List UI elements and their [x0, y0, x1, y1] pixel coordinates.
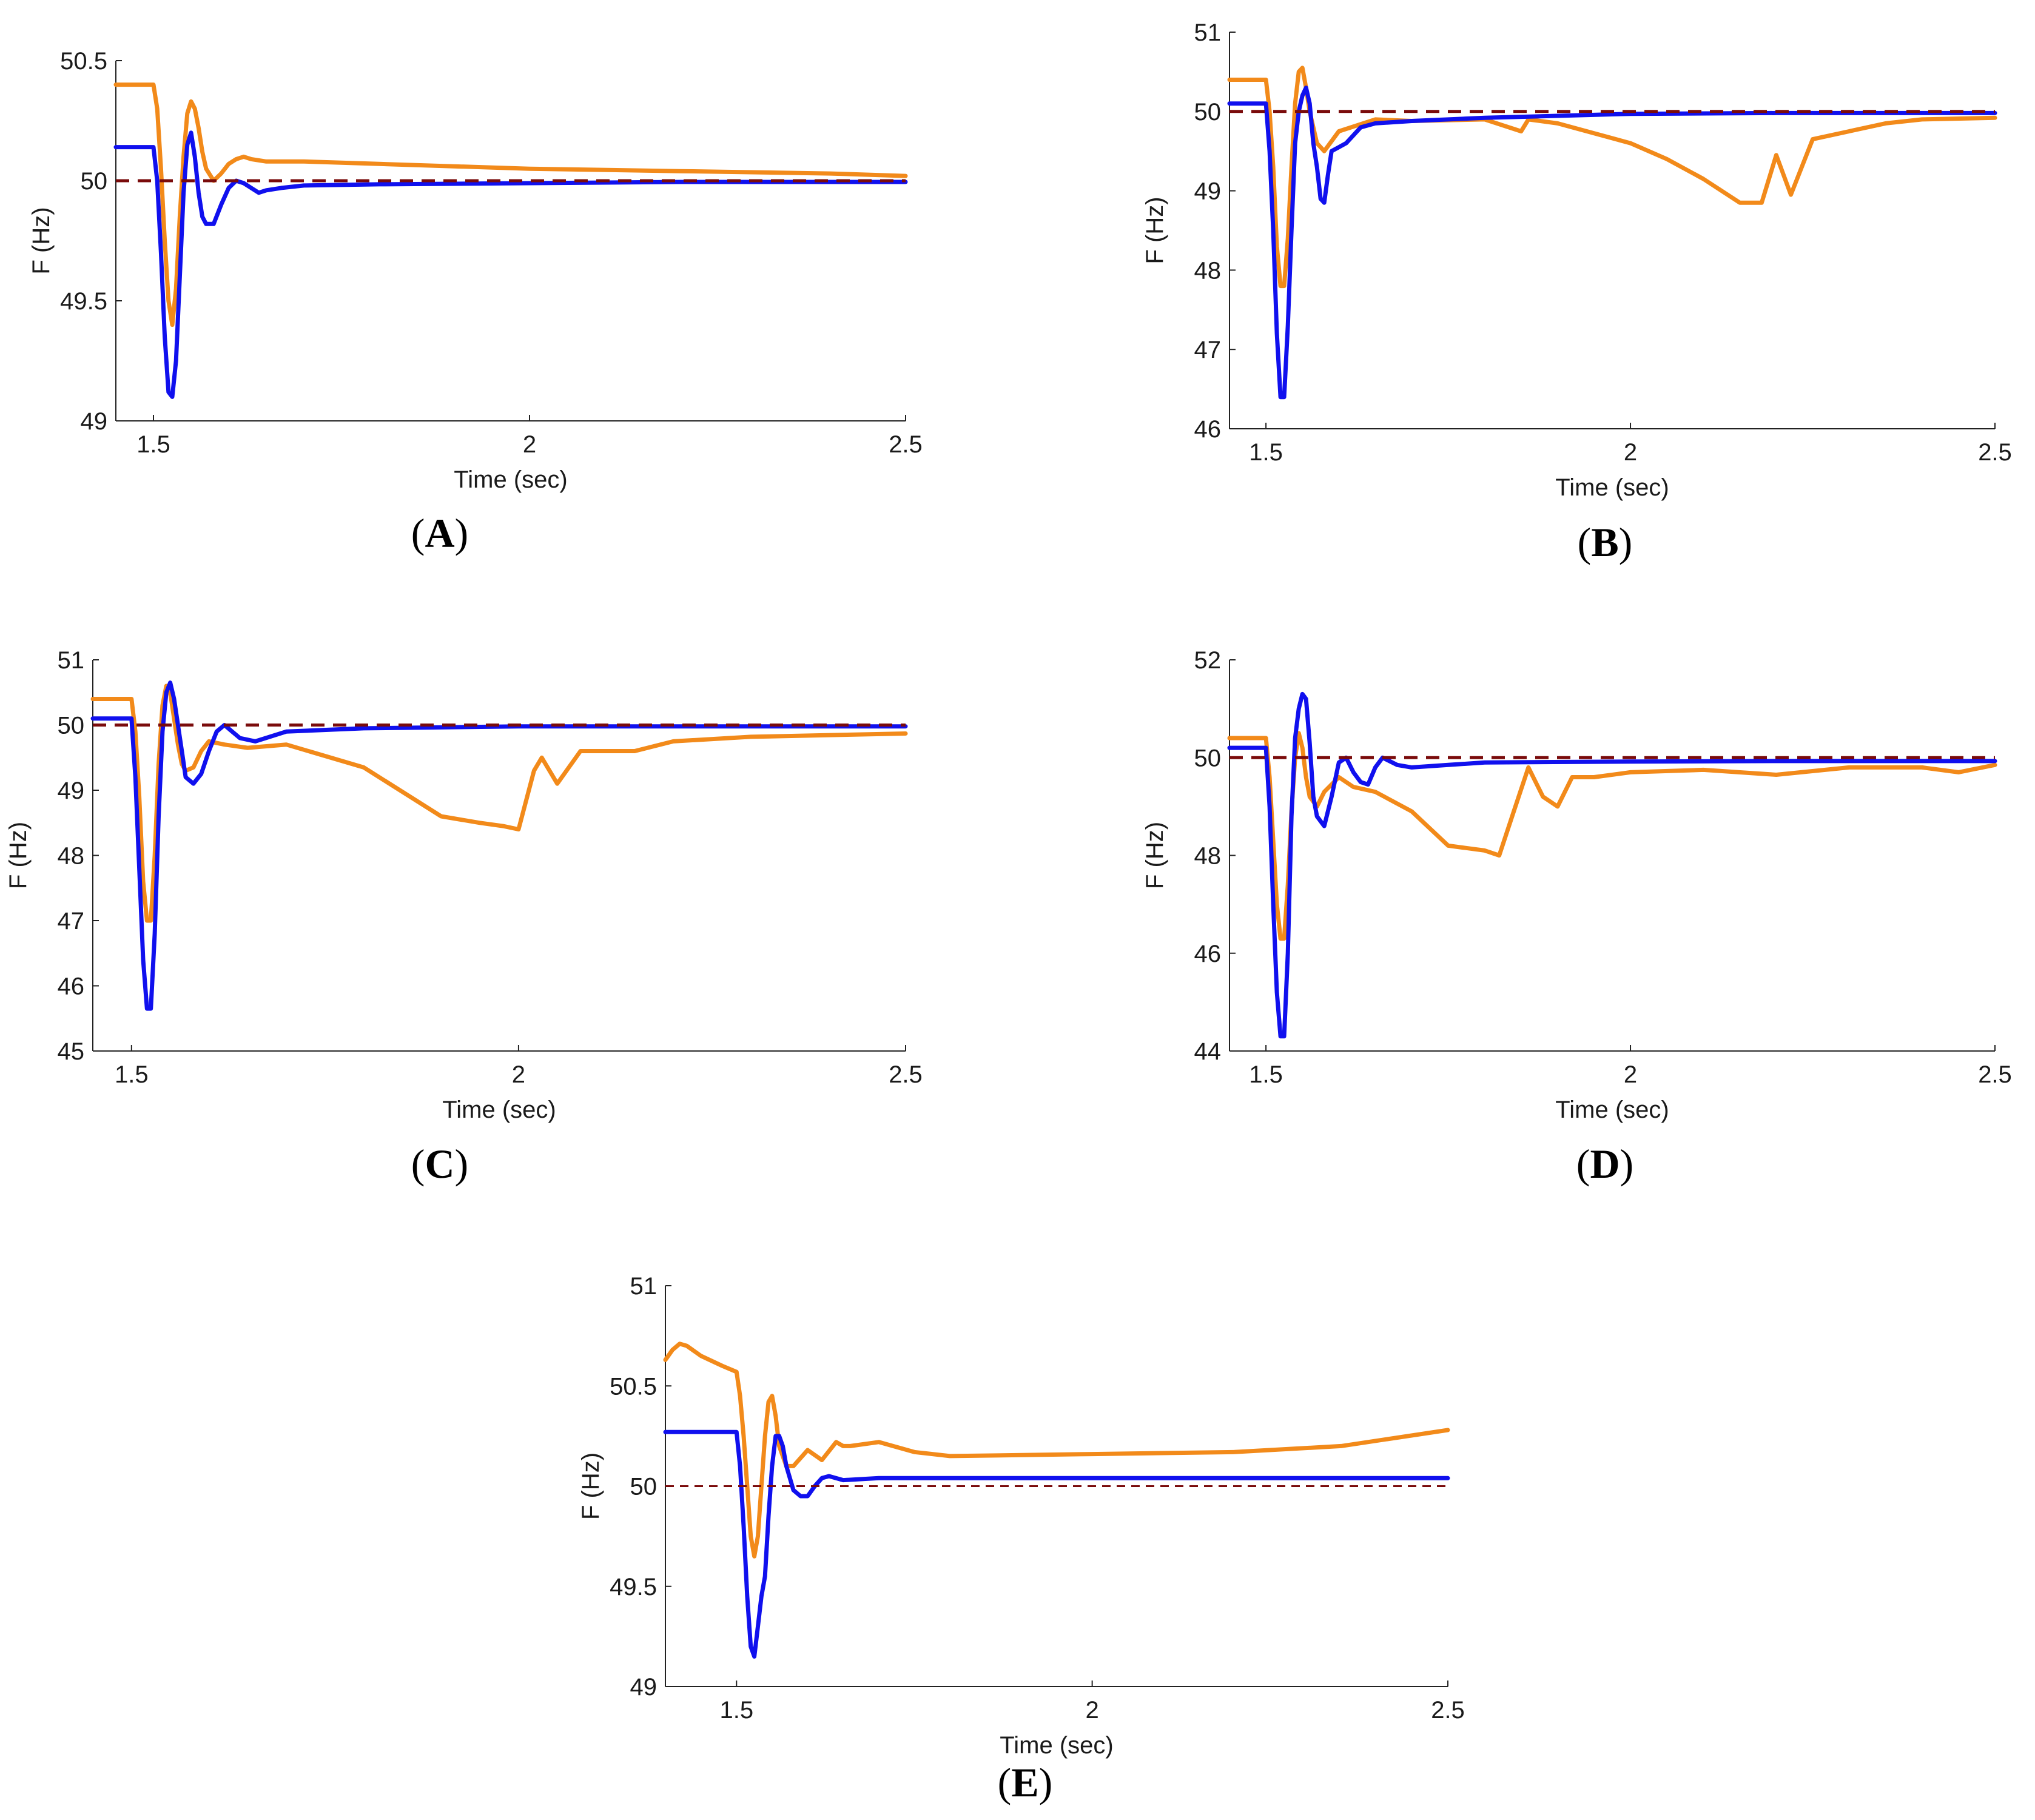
x-axis-label: Time (sec)	[442, 1096, 556, 1123]
series-blue-line	[1227, 86, 1997, 400]
y-axis-label: F (Hz)	[28, 207, 55, 274]
y-tick-label: 47	[1194, 337, 1222, 363]
y-tick-label: 50	[58, 713, 85, 739]
x-tick-label: 2.5	[1431, 1697, 1465, 1724]
series-orange-line	[90, 683, 908, 923]
y-tick-label: 49	[1194, 178, 1222, 205]
x-tick-label: 2.5	[1978, 439, 2012, 466]
y-tick-label: 46	[1194, 416, 1222, 443]
y-tick-label: 52	[1194, 647, 1222, 674]
y-tick-label: 48	[1194, 257, 1222, 284]
panel-label-c: (C)	[411, 1141, 469, 1187]
y-tick-label: 48	[58, 843, 85, 870]
x-tick-label: 2.5	[889, 1061, 923, 1088]
y-tick-label: 44	[1194, 1038, 1222, 1065]
chart-d: 44 46 48 50 52 1.5 2 2.5 Time (sec) F (Hz)	[1142, 647, 2012, 1123]
y-tick-label: 50	[81, 168, 108, 195]
y-tick-label: 46	[1194, 941, 1222, 967]
y-tick-label: 45	[58, 1038, 85, 1065]
panel-d: 44 46 48 50 52 1.5 2 2.5 Time (sec) F (Hz) (D)	[1086, 619, 2035, 1219]
panel-a: 49 49.5 50 50.5 1.5 2 2.5 Time (sec) F (Hz) (A)	[0, 0, 946, 582]
chart-a: 49 49.5 50 50.5 1.5 2 2.5 Time (sec) F (Hz)	[28, 48, 923, 493]
series-orange-line	[663, 1341, 1450, 1559]
x-axis-label: Time (sec)	[454, 466, 567, 493]
y-tick-label: 49	[58, 777, 85, 804]
panel-label-d: (D)	[1576, 1141, 1634, 1187]
x-tick-label: 2	[1624, 439, 1637, 466]
chart-b: 46 47 48 49 50 51 1.5 2 2.5 Time (sec) F (Hz)	[1142, 19, 2012, 501]
series-blue-line	[90, 680, 908, 1011]
panel-label-b: (B)	[1577, 519, 1633, 565]
x-tick-label: 1.5	[136, 431, 170, 458]
x-tick-label: 2	[1624, 1061, 1637, 1088]
series-orange-line	[113, 82, 908, 327]
y-tick-label: 47	[58, 908, 85, 935]
x-tick-label: 1.5	[115, 1061, 149, 1088]
y-tick-label: 50.5	[60, 48, 107, 75]
y-tick-label: 51	[630, 1273, 658, 1300]
y-tick-label: 51	[1194, 19, 1222, 46]
y-tick-label: 49.5	[610, 1574, 657, 1600]
panel-label-e: (E)	[997, 1759, 1053, 1805]
y-tick-label: 49	[81, 408, 108, 435]
x-axis-label: Time (sec)	[1555, 474, 1669, 501]
y-tick-label: 50	[630, 1474, 658, 1500]
y-axis-label: F (Hz)	[1142, 822, 1168, 889]
panel-e: 49 49.5 50 50.5 51 1.5 2 2.5 Time (sec) F (Hz) (E…	[546, 1255, 1492, 1820]
x-tick-label: 2	[523, 431, 536, 458]
y-tick-label: 50.5	[610, 1373, 657, 1400]
y-tick-label: 50	[1194, 99, 1222, 126]
x-tick-label: 1.5	[1249, 1061, 1283, 1088]
chart-e: 49 49.5 50 50.5 51 1.5 2 2.5 Time (sec) F (Hz)	[577, 1273, 1465, 1759]
series-blue-line	[1227, 691, 1997, 1039]
y-tick-label: 51	[58, 647, 85, 674]
x-tick-label: 2	[512, 1061, 525, 1088]
x-tick-label: 2	[1086, 1697, 1099, 1724]
series-blue-line	[663, 1429, 1450, 1659]
x-axis-label: Time (sec)	[1000, 1732, 1113, 1759]
panel-b: 46 47 48 49 50 51 1.5 2 2.5 Time (sec) F (Hz) (B)	[1086, 0, 2035, 582]
series-orange-line	[1227, 731, 1997, 941]
y-tick-label: 50	[1194, 745, 1222, 771]
series-orange-line	[1227, 65, 1997, 289]
y-tick-label: 48	[1194, 843, 1222, 870]
y-tick-label: 46	[58, 973, 85, 1000]
y-axis-label: F (Hz)	[5, 822, 32, 889]
chart-c: 45 46 47 48 49 50 51 1.5 2 2.5 Time (sec) F (Hz)	[5, 647, 923, 1123]
x-tick-label: 1.5	[1249, 439, 1283, 466]
panel-c: 45 46 47 48 49 50 51 1.5 2 2.5 Time (sec) F (Hz) (C…	[0, 619, 946, 1219]
series-blue-line	[113, 130, 908, 399]
y-tick-label: 49	[630, 1674, 658, 1701]
x-tick-label: 2.5	[889, 431, 923, 458]
x-axis-label: Time (sec)	[1555, 1096, 1669, 1123]
y-tick-label: 49.5	[60, 288, 107, 315]
x-tick-label: 2.5	[1978, 1061, 2012, 1088]
panel-label-a: (A)	[411, 510, 469, 556]
y-axis-label: F (Hz)	[1142, 196, 1168, 264]
x-tick-label: 1.5	[719, 1697, 753, 1724]
y-axis-label: F (Hz)	[577, 1452, 604, 1520]
